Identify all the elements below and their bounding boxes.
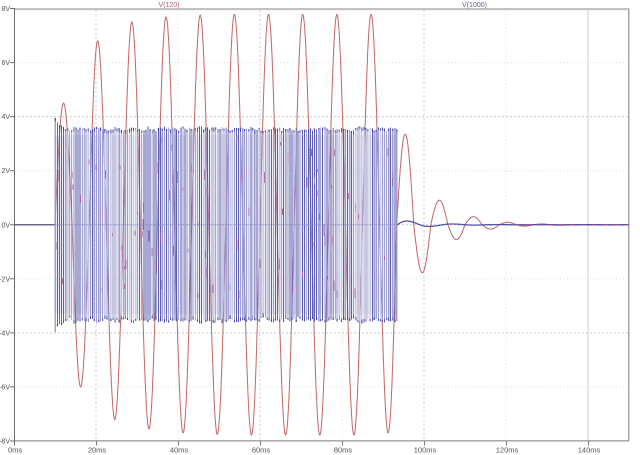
svg-text:V(1000): V(1000) (462, 2, 487, 9)
svg-text:-2V: -2V (0, 276, 10, 283)
svg-text:20ms: 20ms (88, 446, 107, 455)
svg-text:100ms: 100ms (414, 446, 437, 455)
svg-text:0ms: 0ms (8, 446, 22, 455)
svg-text:6V: 6V (1, 60, 10, 67)
svg-text:4V: 4V (1, 114, 10, 121)
svg-text:140ms: 140ms (578, 446, 601, 455)
svg-text:60ms: 60ms (252, 446, 271, 455)
svg-text:-4V: -4V (0, 330, 10, 337)
svg-text:120ms: 120ms (496, 446, 519, 455)
svg-text:40ms: 40ms (170, 446, 189, 455)
svg-text:80ms: 80ms (334, 446, 353, 455)
svg-text:8V: 8V (1, 6, 10, 13)
svg-text:2V: 2V (1, 168, 10, 175)
svg-text:0V: 0V (1, 222, 10, 229)
svg-text:-6V: -6V (0, 384, 10, 391)
svg-text:-8V: -8V (0, 439, 10, 446)
svg-text:V(120): V(120) (158, 2, 179, 9)
